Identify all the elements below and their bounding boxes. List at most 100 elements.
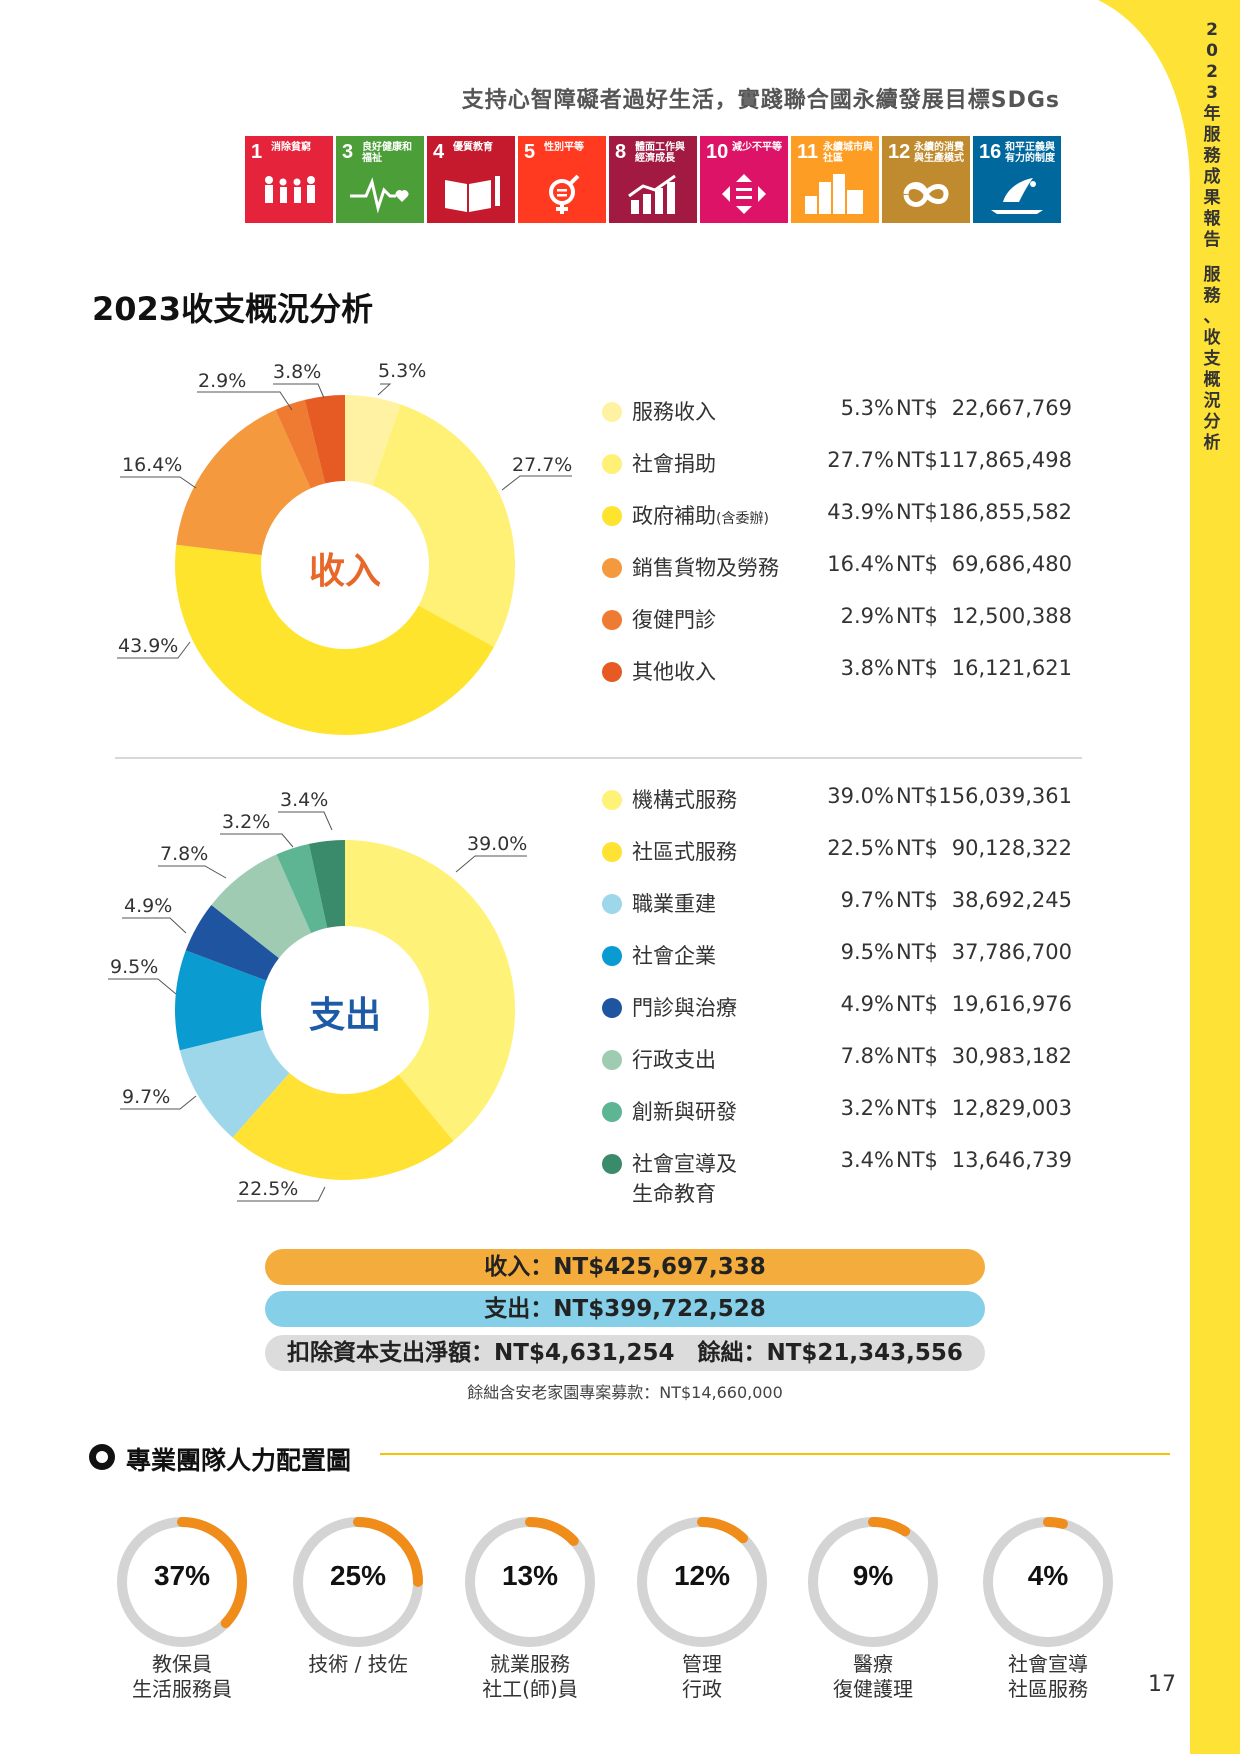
- legend-name: 機構式服務: [632, 784, 737, 814]
- expense-slice-5: [211, 854, 312, 959]
- vertical-title-char: 收: [1203, 328, 1221, 348]
- header-subtitle: 支持心智障礙者過好生活，實踐聯合國永續發展目標SDGs: [461, 88, 1060, 113]
- sdg-label: 性別平等: [544, 142, 584, 153]
- sdg-label: 優質教育: [453, 142, 493, 153]
- expense-pct-label: 4.9%: [124, 895, 172, 917]
- expense-callouts: 39.0% 22.5% 9.7% 9.5% 4.9% 7.8% 3.2% 3.4%: [108, 789, 527, 1202]
- legend-percent: 9.7%: [840, 888, 894, 912]
- team-ring: 4% 社會宣導 社區服務: [978, 1512, 1118, 1701]
- legend-name: 行政支出: [632, 1044, 716, 1074]
- expense-pct-label: 7.8%: [160, 843, 208, 865]
- income-pct-label: 2.9%: [198, 370, 246, 392]
- legend-percent: 22.5%: [827, 836, 894, 860]
- legend-name-note: (含委辦): [716, 511, 769, 527]
- legend-currency: NT$: [896, 836, 938, 860]
- legend-amount: 12,500,388: [951, 604, 1072, 628]
- expense-callout-5: 7.8%: [158, 843, 227, 879]
- income-callout-5: 3.8%: [273, 361, 325, 399]
- team-ring-label-line1: 就業服務: [490, 1652, 570, 1676]
- team-ring-percent: 25%: [329, 1560, 387, 1591]
- expense-pct-label: 3.4%: [280, 789, 328, 811]
- legend-name: 其他收入: [632, 656, 716, 686]
- legend-percent: 43.9%: [827, 500, 894, 524]
- sdg-label: 體面工作與經濟成長: [635, 142, 685, 164]
- expense-slice-3: [175, 950, 267, 1051]
- city-icon: [805, 174, 863, 214]
- equality-arrows-icon: [722, 174, 766, 214]
- legend-name-text: 社會捐助: [632, 452, 716, 476]
- legend-name-text: 服務收入: [632, 400, 716, 424]
- balance-note: 餘絀含安老家園專案募款：NT$14,660,000: [467, 1383, 783, 1402]
- legend-swatch: [602, 558, 622, 578]
- book-pencil-icon: [445, 176, 500, 212]
- legend-percent: 16.4%: [827, 552, 894, 576]
- heartbeat-icon: [350, 177, 409, 214]
- income-pct-label: 5.3%: [378, 360, 426, 382]
- income-legend-item: 其他收入 3.8% NT$ 16,121,621: [602, 656, 1072, 686]
- vertical-title-char: 分: [1203, 412, 1221, 432]
- team-ring-graphic: [983, 1517, 1113, 1647]
- team-ring-graphic: [117, 1517, 247, 1647]
- team-ring-label: 就業服務 社工(師)員: [440, 1652, 620, 1702]
- income-callout-1: 27.7%: [501, 454, 572, 491]
- team-ring-label-line1: 教保員: [152, 1652, 212, 1676]
- legend-name: 創新與研發: [632, 1096, 737, 1126]
- legend-percent: 5.3%: [840, 396, 894, 420]
- income-callouts: 5.3% 27.7% 43.9% 16.4% 2.9% 3.8%: [117, 360, 572, 659]
- expense-legend-item: 社區式服務 22.5% NT$ 90,128,322: [602, 836, 1072, 866]
- legend-currency: NT$: [896, 888, 938, 912]
- sdg-label: 消除貧窮: [271, 142, 311, 153]
- expense-legend-item: 行政支出 7.8% NT$ 30,983,182: [602, 1044, 1072, 1074]
- team-ring-label: 醫療 復健護理: [783, 1652, 963, 1702]
- team-ring: 13% 就業服務 社工(師)員: [460, 1512, 600, 1701]
- team-ring-label-line1: 社會宣導: [1008, 1652, 1088, 1676]
- team-ring-percent: 37%: [153, 1560, 211, 1591]
- team-ring-progress: [1043, 1517, 1068, 1529]
- expense-callout-7: 3.4%: [278, 789, 333, 831]
- vertical-title-char: 果: [1203, 188, 1221, 208]
- team-ring-percent: 9%: [852, 1560, 894, 1591]
- sdg-icons-row: 1 消除貧窮 3 良好健康和福祉 4 優質教育 5 性別平等 8 體面工作與經濟成長 10 減少不平等…: [245, 136, 1061, 223]
- legend-name-text: 其他收入: [632, 660, 716, 684]
- vertical-title-char: 支: [1203, 349, 1221, 369]
- team-ring-label-line1: 技術 / 技佐: [308, 1652, 408, 1676]
- legend-percent: 27.7%: [827, 448, 894, 472]
- legend-currency: NT$: [896, 604, 938, 628]
- team-ring-label: 管理 行政: [612, 1652, 792, 1702]
- expense-slice-6: [276, 843, 328, 934]
- vertical-title-char: [1204, 251, 1221, 265]
- legend-percent: 39.0%: [827, 784, 894, 808]
- legend-swatch: [602, 454, 622, 474]
- legend-name-text: 銷售貨物及勞務: [632, 556, 779, 580]
- legend-swatch: [602, 610, 622, 630]
- team-ring-graphic: [637, 1517, 767, 1647]
- legend-currency: NT$: [896, 992, 938, 1016]
- team-ring-label-line2: 社區服務: [1008, 1677, 1088, 1701]
- team-ring-label: 教保員 生活服務員: [92, 1652, 272, 1702]
- team-ring-progress: [525, 1517, 579, 1546]
- sdg-tile-3: 3 良好健康和福祉: [336, 136, 424, 223]
- legend-name-text: 社會企業: [632, 944, 716, 968]
- legend-swatch: [602, 1050, 622, 1070]
- legend-name: 社區式服務: [632, 836, 737, 866]
- legend-percent: 3.2%: [840, 1096, 894, 1120]
- team-ring: 37% 教保員 生活服務員: [112, 1512, 252, 1701]
- side-band-shape: [1098, 0, 1240, 1754]
- expense-legend-item: 社會宣導及 3.4% NT$ 13,646,739 生命教育: [602, 1148, 1072, 1206]
- legend-currency: NT$: [896, 448, 938, 472]
- expense-center-label: 支出: [308, 995, 381, 1036]
- sdg-number: 5: [524, 141, 536, 163]
- legend-amount: 38,692,245: [951, 888, 1072, 912]
- section-divider: [115, 757, 1082, 759]
- sdg-label: 良好健康和福祉: [362, 142, 412, 164]
- income-slice-3: [176, 409, 311, 555]
- team-ring-graphic: [465, 1517, 595, 1647]
- legend-currency: NT$: [896, 552, 938, 576]
- legend-currency: NT$: [896, 940, 938, 964]
- legend-percent: 7.8%: [840, 1044, 894, 1068]
- legend-swatch: [602, 662, 622, 682]
- expense-legend-item: 職業重建 9.7% NT$ 38,692,245: [602, 888, 1072, 918]
- expense-slice-1: [232, 1073, 454, 1180]
- legend-amount: 30,983,182: [951, 1044, 1072, 1068]
- legend-amount: 156,039,361: [938, 784, 1072, 808]
